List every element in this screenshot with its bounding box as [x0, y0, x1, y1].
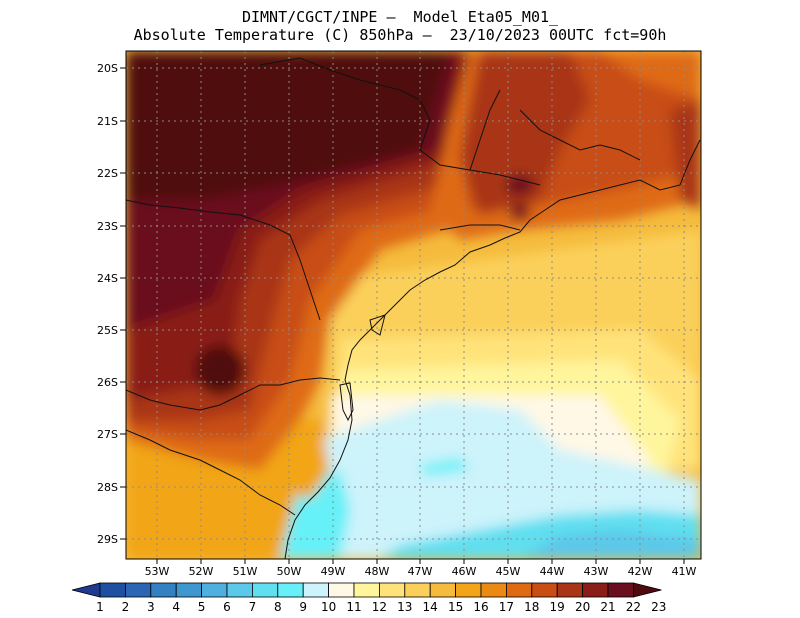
- graticule: [126, 51, 701, 559]
- colorbar-swatch: [429, 582, 457, 598]
- lat-label: 27S: [97, 428, 118, 441]
- colorbar-swatch: [505, 582, 533, 598]
- colorbar-label: 5: [198, 600, 206, 614]
- colorbar-label: 12: [372, 600, 387, 614]
- colorbar-label: 13: [397, 600, 412, 614]
- colorbar-label: 19: [550, 600, 565, 614]
- colorbar-label: 9: [299, 600, 307, 614]
- colorbar-swatch: [302, 582, 330, 598]
- lon-label: 48W: [365, 565, 390, 578]
- colorbar-swatch: [480, 582, 507, 598]
- lon-label: 44W: [540, 565, 565, 578]
- colorbar-label: 17: [499, 600, 514, 614]
- colorbar-label: 3: [147, 600, 155, 614]
- colorbar-swatch: [328, 582, 355, 598]
- colorbar-label: 8: [274, 600, 282, 614]
- colorbar-swatch: [175, 582, 202, 598]
- colorbar-label: 1: [96, 600, 104, 614]
- lon-label: 50W: [277, 565, 302, 578]
- lat-label: 28S: [97, 481, 118, 494]
- lat-label: 25S: [97, 324, 118, 337]
- colorbar-swatch: [277, 582, 304, 598]
- lon-ticks: [156, 559, 685, 564]
- lon-label: 43W: [584, 565, 609, 578]
- map-title-line-2: Absolute Temperature (C) 850hPa – 23/10/…: [133, 26, 667, 44]
- colorbar-swatch: [201, 582, 228, 598]
- colorbar-label: 23: [651, 600, 666, 614]
- lon-label: 52W: [189, 565, 214, 578]
- colorbar-swatch: [582, 582, 609, 598]
- colorbar-label: 4: [172, 600, 180, 614]
- colorbar-swatch: [556, 582, 584, 598]
- colorbar-label: 11: [346, 600, 361, 614]
- colorbar-swatch: [353, 582, 380, 598]
- colorbar-swatch: [607, 582, 634, 598]
- colorbar-swatch: [251, 582, 279, 598]
- colorbar-label: 10: [321, 600, 336, 614]
- lat-label: 29S: [97, 533, 118, 546]
- lat-label: 20S: [97, 62, 118, 75]
- map-frame: [125, 50, 702, 560]
- colorbar-swatch: [125, 582, 152, 598]
- colorbar-label: 6: [223, 600, 231, 614]
- colorbar-label: 20: [575, 600, 590, 614]
- temperature-field: [126, 51, 701, 559]
- lat-label: 22S: [97, 167, 118, 180]
- lon-label: 51W: [233, 565, 258, 578]
- lat-label: 26S: [97, 376, 118, 389]
- colorbar-label: 18: [524, 600, 539, 614]
- colorbar-label: 22: [626, 600, 641, 614]
- lat-label: 24S: [97, 272, 118, 285]
- map-title-line-1: DIMNT/CGCT/INPE – Model Eta05_M01_: [241, 8, 559, 26]
- lat-label: 21S: [97, 115, 118, 128]
- lon-label: 46W: [452, 565, 477, 578]
- colorbar-swatch: [99, 582, 126, 598]
- colorbar-label: 21: [600, 600, 615, 614]
- colorbar-label: 16: [473, 600, 488, 614]
- colorbar-swatch: [404, 582, 431, 598]
- colorbar-swatch: [378, 582, 406, 598]
- lon-label: 42W: [628, 565, 653, 578]
- lat-ticks: [120, 67, 126, 540]
- colorbar-label: 15: [448, 600, 463, 614]
- lon-label: 45W: [496, 565, 521, 578]
- colorbar-arrow-left: [71, 582, 101, 598]
- colorbar-swatch: [226, 582, 253, 598]
- lon-label: 49W: [321, 565, 346, 578]
- coastline-and-borders: [126, 57, 701, 559]
- colorbar-arrow-right: [633, 582, 662, 598]
- lon-label: 41W: [672, 565, 697, 578]
- colorbar: 1 2 3 4 5 6 7 8 9 10 11 12 13 14 15 16 17 18 19 20 21 22 23: [71, 582, 666, 614]
- colorbar-swatch: [531, 582, 558, 598]
- colorbar-label: 2: [122, 600, 130, 614]
- colorbar-swatch: [150, 582, 177, 598]
- lon-label: 47W: [408, 565, 433, 578]
- colorbar-swatch: [455, 582, 482, 598]
- lon-label: 53W: [145, 565, 170, 578]
- lat-label: 23S: [97, 220, 118, 233]
- colorbar-label: 14: [423, 600, 438, 614]
- colorbar-label: 7: [249, 600, 257, 614]
